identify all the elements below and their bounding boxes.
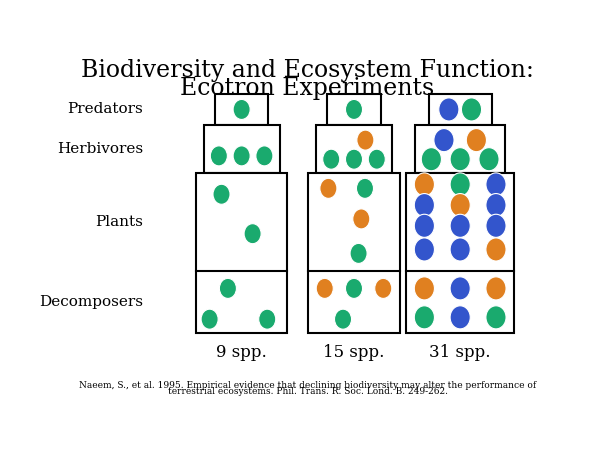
Ellipse shape [414,194,434,216]
Ellipse shape [256,146,273,166]
Ellipse shape [450,306,470,329]
Text: Ecotron Experiments: Ecotron Experiments [181,77,434,100]
Ellipse shape [259,309,276,329]
Ellipse shape [220,279,236,298]
Text: Herbivores: Herbivores [57,142,143,156]
Text: 31 spp.: 31 spp. [430,343,491,360]
Bar [203,125,280,173]
Ellipse shape [356,178,373,198]
Ellipse shape [439,98,459,121]
Bar [215,94,268,125]
Bar [308,173,400,333]
Ellipse shape [414,238,434,261]
Ellipse shape [486,238,506,261]
Bar [328,94,380,125]
Text: Plants: Plants [95,215,143,229]
Ellipse shape [346,149,362,169]
Ellipse shape [414,173,434,196]
Ellipse shape [450,148,470,171]
Ellipse shape [244,224,261,244]
Ellipse shape [357,130,374,150]
Text: Naeem, S., et al. 1995. Empirical evidence that declining biodiversity may alter: Naeem, S., et al. 1995. Empirical eviden… [79,381,536,390]
Ellipse shape [450,194,470,216]
Ellipse shape [233,146,250,166]
Ellipse shape [375,279,392,298]
Ellipse shape [213,184,230,204]
Ellipse shape [201,309,218,329]
Ellipse shape [316,279,333,298]
Ellipse shape [479,148,499,171]
Ellipse shape [414,277,434,300]
Ellipse shape [450,214,470,237]
Ellipse shape [346,279,362,298]
Text: 9 spp.: 9 spp. [216,343,267,360]
Bar [196,173,287,333]
Ellipse shape [346,99,362,119]
Ellipse shape [320,178,337,198]
Bar [406,173,514,333]
Ellipse shape [211,146,227,166]
Ellipse shape [414,214,434,237]
Ellipse shape [486,173,506,196]
Ellipse shape [350,243,367,263]
Ellipse shape [486,306,506,329]
Ellipse shape [486,194,506,216]
Ellipse shape [353,209,370,229]
Bar [415,125,505,173]
Ellipse shape [233,99,250,119]
Ellipse shape [434,129,454,152]
Text: Decomposers: Decomposers [39,295,143,309]
Ellipse shape [461,98,482,121]
Ellipse shape [486,277,506,300]
Bar [316,125,392,173]
Bar [429,94,491,125]
Ellipse shape [450,238,470,261]
Ellipse shape [421,148,442,171]
Text: 15 spp.: 15 spp. [323,343,385,360]
Ellipse shape [450,173,470,196]
Text: Predators: Predators [67,103,143,117]
Text: Biodiversity and Ecosystem Function:: Biodiversity and Ecosystem Function: [81,59,534,82]
Ellipse shape [414,306,434,329]
Ellipse shape [368,149,385,169]
Ellipse shape [323,149,340,169]
Ellipse shape [486,214,506,237]
Ellipse shape [450,277,470,300]
Ellipse shape [466,129,487,152]
Text: terrestrial ecosystems. Phil. Trans. R. Soc. Lond. B. 249-262.: terrestrial ecosystems. Phil. Trans. R. … [167,387,448,396]
Ellipse shape [335,309,352,329]
